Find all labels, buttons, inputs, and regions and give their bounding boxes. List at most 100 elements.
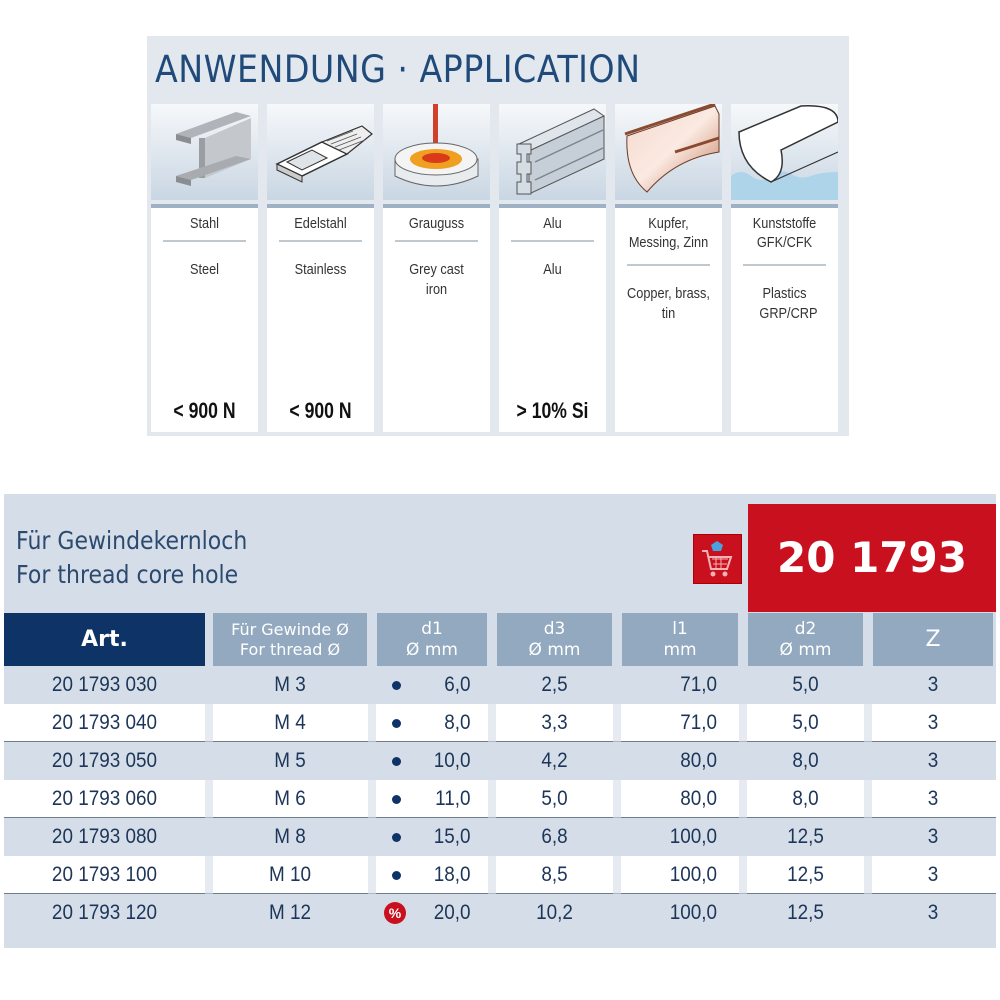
- table-row[interactable]: 20 1793 080 M 8 15,0 6,8 100,0 12,5 3: [4, 818, 996, 856]
- cell-art: 20 1793 040: [51, 711, 158, 734]
- column-header-d1[interactable]: d1 Ø mm: [377, 613, 487, 666]
- cell-l1: 100,0: [669, 825, 717, 848]
- cell-thread: M 5: [274, 749, 306, 772]
- cell-art: 20 1793 100: [51, 863, 158, 886]
- column-header-label: Für Gewinde Ø: [231, 619, 349, 639]
- column-header-label: Art.: [81, 627, 128, 652]
- material-limit: < 900 N: [289, 398, 352, 423]
- cell-d1: 20,0: [433, 901, 471, 924]
- divider: [151, 204, 258, 208]
- cell-d1: 18,0: [433, 863, 471, 886]
- column-divider: [488, 666, 496, 928]
- cell-d3: 2,5: [541, 673, 568, 696]
- application-panel: ANWENDUNG · APPLICATION Stahl Steel < 90…: [147, 36, 849, 436]
- column-header-art[interactable]: Art.: [4, 613, 205, 666]
- column-header-d3[interactable]: d3 Ø mm: [497, 613, 612, 666]
- material-copper: Kupfer, Messing, Zinn Copper, brass, tin: [615, 104, 722, 432]
- table-row[interactable]: 20 1793 100 M 10 18,0 8,5 100,0 12,5 3: [4, 856, 996, 896]
- material-plastics: Kunststoffe GFK/CFK Plastics GRP/CRP: [731, 104, 838, 432]
- divider: [279, 240, 362, 242]
- column-header-label: d1: [421, 618, 443, 639]
- cell-art: 20 1793 080: [51, 825, 158, 848]
- material-stainless: Edelstahl Stainless < 900 N: [267, 104, 374, 432]
- add-to-cart-button[interactable]: [693, 534, 742, 584]
- material-grey-cast-iron: Grauguss Grey cast iron: [383, 104, 490, 432]
- plastic-gutter-icon: [731, 104, 838, 200]
- table-row[interactable]: 20 1793 040 M 4 8,0 3,3 71,0 5,0 3: [4, 704, 996, 744]
- divider: [395, 240, 478, 242]
- cell-d1: 10,0: [433, 749, 471, 772]
- column-header-thread[interactable]: Für Gewinde Ø For thread Ø: [213, 613, 367, 666]
- divider: [511, 240, 594, 242]
- cell-d3: 5,0: [541, 787, 568, 810]
- dot-marker-icon: [392, 795, 401, 804]
- column-header-z[interactable]: Z: [873, 613, 993, 666]
- dot-marker-icon: [392, 719, 401, 728]
- cell-d2: 12,5: [787, 901, 824, 924]
- table-row[interactable]: 20 1793 030 M 3 6,0 2,5 71,0 5,0 3: [4, 666, 996, 704]
- divider: [743, 264, 826, 266]
- material-label-de: Kupfer, Messing, Zinn: [628, 215, 709, 251]
- cell-l1: 100,0: [669, 901, 717, 924]
- material-label-en: Steel: [189, 261, 220, 278]
- column-header-sublabel: Ø mm: [779, 639, 832, 660]
- cell-d3: 3,3: [541, 711, 568, 734]
- column-header-d2[interactable]: d2 Ø mm: [748, 613, 863, 666]
- material-label-de: Grauguss: [408, 215, 465, 232]
- cell-d2: 5,0: [792, 673, 819, 696]
- cell-l1: 71,0: [680, 673, 717, 696]
- cell-d2: 12,5: [787, 863, 824, 886]
- application-title: ANWENDUNG · APPLICATION: [155, 48, 641, 91]
- cell-d2: 8,0: [792, 749, 819, 772]
- material-label-en: Alu: [543, 261, 562, 278]
- dot-marker-icon: [392, 681, 401, 690]
- cell-l1: 80,0: [680, 749, 717, 772]
- column-header-label: l1: [672, 618, 688, 639]
- material-label-en: Grey cast iron: [409, 261, 464, 298]
- material-label-de: Stahl: [189, 215, 220, 232]
- material-label-en: Plastics GRP/CRP: [759, 285, 818, 322]
- divider: [499, 204, 606, 208]
- product-title: Für Gewindekernloch For thread core hole: [16, 524, 247, 592]
- cell-z: 3: [927, 711, 939, 734]
- cell-art: 20 1793 030: [51, 673, 158, 696]
- cell-z: 3: [927, 825, 939, 848]
- product-table-panel: Für Gewindekernloch For thread core hole…: [4, 494, 996, 948]
- cell-thread: M 8: [274, 825, 306, 848]
- cell-d2: 5,0: [792, 711, 819, 734]
- material-alu: Alu Alu > 10% Si: [499, 104, 606, 432]
- product-code: 20 1793: [748, 504, 996, 612]
- cell-d3: 10,2: [536, 901, 573, 924]
- dot-marker-icon: [392, 833, 401, 842]
- column-divider: [739, 666, 747, 928]
- percent-discount-icon: %: [384, 902, 406, 924]
- dot-marker-icon: [392, 871, 401, 880]
- table-row[interactable]: 20 1793 050 M 5 10,0 4,2 80,0 8,0 3: [4, 742, 996, 780]
- shopping-cart-icon: [702, 541, 733, 577]
- stainless-sink-icon: [267, 104, 374, 200]
- divider: [615, 204, 722, 208]
- divider: [163, 240, 246, 242]
- column-header-label: Z: [925, 627, 941, 652]
- cell-z: 3: [927, 901, 939, 924]
- table-row[interactable]: 20 1793 120 M 12 % 20,0 10,2 100,0 12,5 …: [4, 894, 996, 932]
- divider: [731, 204, 838, 208]
- table-row[interactable]: 20 1793 060 M 6 11,0 5,0 80,0 8,0 3: [4, 780, 996, 820]
- material-label-de: Kunststoffe GFK/CFK: [752, 215, 817, 251]
- column-header-l1[interactable]: l1 mm: [622, 613, 738, 666]
- cell-d2: 8,0: [792, 787, 819, 810]
- cell-art: 20 1793 060: [51, 787, 158, 810]
- cast-iron-pour-icon: [383, 104, 490, 200]
- aluminium-profile-icon: [499, 104, 606, 200]
- cell-thread: M 12: [268, 901, 312, 924]
- cell-d3: 4,2: [541, 749, 568, 772]
- divider: [267, 204, 374, 208]
- cell-l1: 100,0: [669, 863, 717, 886]
- material-label-en: Stainless: [294, 261, 347, 278]
- cell-d3: 6,8: [541, 825, 568, 848]
- cell-z: 3: [927, 749, 939, 772]
- column-header-sublabel: Ø mm: [528, 639, 581, 660]
- material-label-en: Copper, brass, tin: [627, 285, 710, 322]
- column-header-label: d3: [543, 618, 566, 639]
- material-steel: Stahl Steel < 900 N: [151, 104, 258, 432]
